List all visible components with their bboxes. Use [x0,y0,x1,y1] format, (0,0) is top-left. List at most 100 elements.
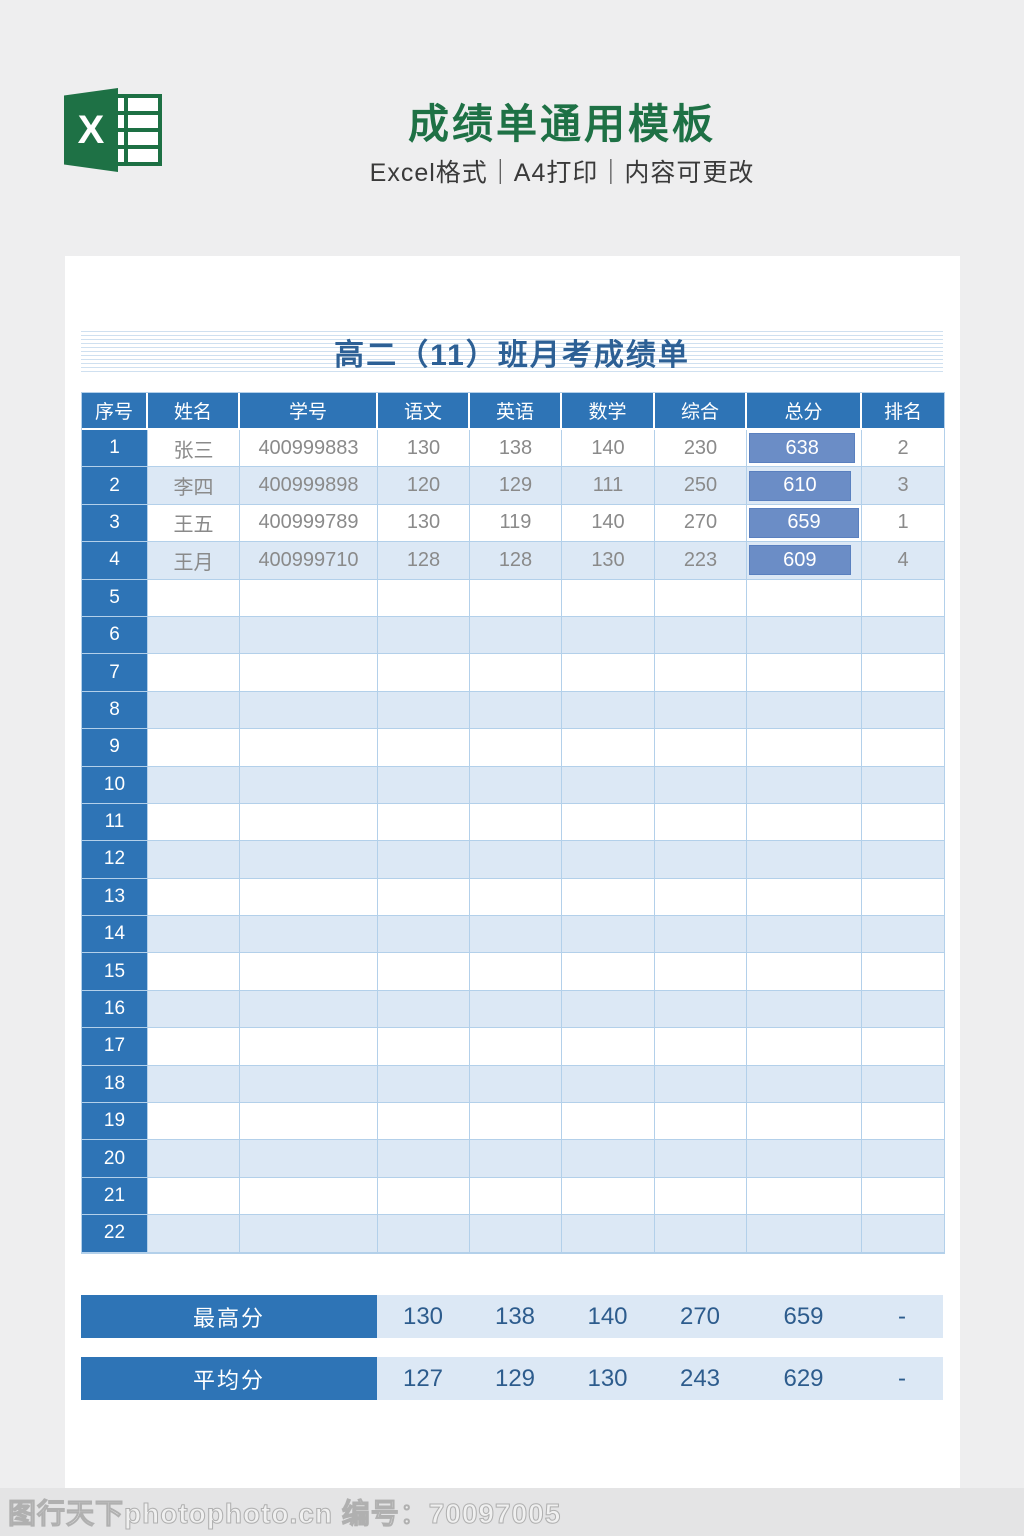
cell-english [470,953,562,991]
cell-rank [862,1140,944,1178]
table-row: 10 [82,766,944,804]
score-table: 序号 姓名 学号 语文 英语 数学 综合 总分 排名 1 张三 400999883 1… [81,392,945,1254]
cell-chinese [378,1103,470,1141]
cell-name [148,803,240,842]
cell-total [747,953,862,991]
cell-english [470,1028,562,1066]
cell-name [148,841,240,879]
col-header-name: 姓名 [148,393,240,430]
cell-comprehensive [655,579,747,617]
cell-total: 659 [747,504,862,543]
table-row: 20 [82,1140,944,1178]
summary-avg-math: 130 [561,1357,655,1400]
cell-english [470,803,562,842]
col-header-english: 英语 [470,393,562,430]
row-number-cell: 5 [82,579,148,617]
cell-student-id [240,1103,378,1141]
cell-rank: 2 [862,430,944,468]
cell-chinese [378,654,470,692]
cell-math [562,841,655,879]
cell-english [470,841,562,879]
table-row: 12 [82,841,944,879]
sheet-title-band: 高二（11）班月考成绩单 [81,331,943,372]
cell-total [747,916,862,954]
table-row: 14 [82,916,944,954]
page-subtitle: Excel格式｜A4打印｜内容可更改 [369,159,755,187]
cell-english [470,616,562,655]
cell-student-id: 400999710 [240,542,378,580]
cell-comprehensive: 250 [655,467,747,505]
cell-english [470,766,562,804]
col-header-no: 序号 [82,393,148,430]
header-row: 序号 姓名 学号 语文 英语 数学 综合 总分 排名 [82,393,944,430]
cell-math [562,1103,655,1141]
table-row: 18 [82,1065,944,1104]
cell-comprehensive: 270 [655,504,747,543]
cell-rank [862,841,944,879]
watermark-bar: 图行天下photophoto.cn 编号：70097005 [0,1488,1024,1536]
col-header-total: 总分 [747,393,862,430]
cell-name: 张三 [148,430,240,468]
cell-name [148,1177,240,1216]
cell-name [148,990,240,1029]
summary-row-max: 最高分 130 138 140 270 659 - [81,1295,944,1338]
table-row: 19 [82,1103,944,1141]
cell-name: 李四 [148,467,240,505]
cell-comprehensive [655,691,747,730]
cell-student-id [240,1028,378,1066]
cell-chinese [378,1140,470,1178]
cell-total [747,878,862,917]
cell-comprehensive [655,1177,747,1216]
cell-rank [862,1177,944,1216]
row-number-cell: 11 [82,803,148,842]
cell-english: 129 [470,467,562,505]
row-number-cell: 4 [82,542,148,580]
cell-english [470,990,562,1029]
cell-name [148,1065,240,1104]
cell-student-id [240,1215,378,1253]
table-row: 17 [82,1028,944,1066]
cell-total [747,766,862,804]
cell-total [747,990,862,1029]
cell-rank [862,654,944,692]
cell-chinese [378,953,470,991]
cell-total [747,1215,862,1253]
cell-comprehensive [655,841,747,879]
cell-rank [862,616,944,655]
cell-name [148,616,240,655]
cell-english: 128 [470,542,562,580]
row-number-cell: 8 [82,691,148,730]
total-score-databar: 610 [749,470,851,501]
cell-english [470,691,562,730]
cell-comprehensive [655,916,747,954]
cell-total [747,803,862,842]
summary-avg-row: 平均分 127 129 130 243 629 - [81,1357,944,1400]
cell-math: 140 [562,504,655,543]
col-header-chinese: 语文 [378,393,470,430]
cell-comprehensive: 230 [655,430,747,468]
table-row: 6 [82,616,944,655]
cell-math [562,916,655,954]
col-header-comprehensive: 综合 [655,393,747,430]
cell-student-id: 400999789 [240,504,378,543]
table-row: 15 [82,953,944,991]
summary-max-chinese: 130 [377,1295,470,1338]
table-row: 3 王五 400999789 130 119 140 270 659 1 [82,504,944,543]
cell-rank [862,990,944,1029]
cell-rank [862,691,944,730]
cell-total [747,729,862,767]
cell-math [562,953,655,991]
cell-name [148,766,240,804]
row-number-cell: 17 [82,1028,148,1066]
cell-comprehensive [655,654,747,692]
cell-total [747,1103,862,1141]
cell-math [562,654,655,692]
cell-total [747,1028,862,1066]
cell-student-id [240,878,378,917]
excel-logo-icon: X [64,88,162,172]
row-number-cell: 13 [82,878,148,917]
cell-student-id [240,1140,378,1178]
watermark-text: 图行天下photophoto.cn 编号：70097005 [7,1498,562,1530]
cell-total: 610 [747,467,862,505]
cell-student-id: 400999898 [240,467,378,505]
